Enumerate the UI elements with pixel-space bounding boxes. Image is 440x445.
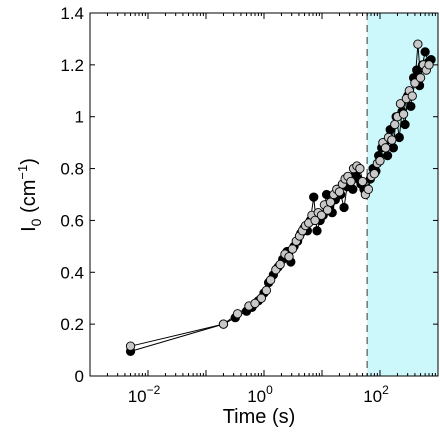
series-1-point (380, 143, 391, 153)
series-0-point (406, 101, 416, 111)
x-tick-label: 102 (363, 383, 389, 406)
series-1-point (125, 341, 136, 351)
y-axis-label-main: I (18, 226, 40, 232)
series-0-point (382, 150, 393, 161)
y-tick-label: 0.4 (60, 263, 84, 282)
series-1-point (398, 109, 409, 119)
x-tick-label-base: 10 (128, 387, 147, 406)
series-1-point (322, 205, 333, 215)
series-1-point (287, 244, 298, 254)
series-0-point (420, 47, 430, 57)
series-1-point (413, 39, 423, 49)
x-tick-label: 100 (247, 383, 273, 406)
series-1-point (410, 78, 420, 88)
series-1-point (363, 184, 374, 194)
series-1-point (390, 119, 400, 130)
series-1-point (334, 187, 345, 197)
y-tick-label: 0.8 (60, 160, 84, 179)
series-1-point (261, 285, 272, 296)
series-1-point (316, 210, 327, 220)
series-1-point (232, 309, 243, 319)
series-0-point (339, 202, 349, 213)
series-1-point (375, 156, 385, 166)
x-tick-label: 10−2 (128, 383, 161, 406)
series-0-point (348, 184, 358, 194)
series-1-point (250, 298, 260, 309)
y-axis-label: I0 (cm−1) (15, 158, 44, 232)
x-axis-label: Time (s) (223, 406, 296, 428)
series-layer (125, 39, 436, 357)
series-1-point (346, 176, 356, 187)
series-0-point (412, 65, 422, 75)
series-1-point (395, 99, 406, 109)
x-tick-label-exponent: 0 (266, 383, 273, 397)
series-1-point (265, 275, 276, 285)
y-axis-label-unit: (cm (18, 180, 40, 219)
y-tick-label: 0.6 (60, 211, 84, 230)
series-1-point (310, 215, 320, 226)
series-0-point (309, 192, 319, 202)
series-1-point (218, 319, 229, 329)
x-tick-label-exponent: −2 (147, 383, 161, 397)
tick-layer: 00.20.40.60.811.21.410−2 100 102 (60, 4, 439, 406)
series-1-point (275, 259, 285, 270)
y-axis-label-unit-sup: −1 (15, 165, 30, 180)
series-1-point (407, 91, 417, 101)
y-tick-label: 0.2 (60, 315, 84, 334)
y-tick-label: 1.2 (60, 56, 84, 75)
y-axis-label-sub: 0 (28, 218, 44, 226)
x-tick-label-base: 10 (247, 387, 266, 406)
y-tick-label: 0 (75, 367, 84, 386)
series-1-point (369, 169, 380, 179)
series-0-point (400, 119, 410, 130)
series-1-point (357, 176, 368, 187)
series-1-point (424, 60, 434, 70)
x-tick-label-exponent: 2 (382, 383, 389, 397)
series-1-point (415, 73, 426, 83)
series-0-point (388, 143, 399, 153)
x-tick-label-base: 10 (363, 387, 382, 406)
series-1-point (325, 197, 336, 207)
series-1-point (284, 252, 294, 262)
series-1-point (256, 293, 266, 303)
series-1-point (355, 163, 365, 174)
y-axis-label-unit-close: ) (18, 158, 40, 165)
y-tick-label: 1 (75, 108, 84, 127)
y-tick-label: 1.4 (60, 4, 84, 23)
series-1-point (387, 135, 397, 145)
series-0-point (312, 226, 322, 236)
